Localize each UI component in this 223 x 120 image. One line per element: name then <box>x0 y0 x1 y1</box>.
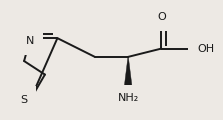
Text: O: O <box>157 12 166 22</box>
Text: N: N <box>26 36 35 46</box>
Text: NH₂: NH₂ <box>118 93 139 103</box>
Text: S: S <box>20 95 27 105</box>
Text: OH: OH <box>197 44 214 54</box>
Polygon shape <box>124 57 133 92</box>
